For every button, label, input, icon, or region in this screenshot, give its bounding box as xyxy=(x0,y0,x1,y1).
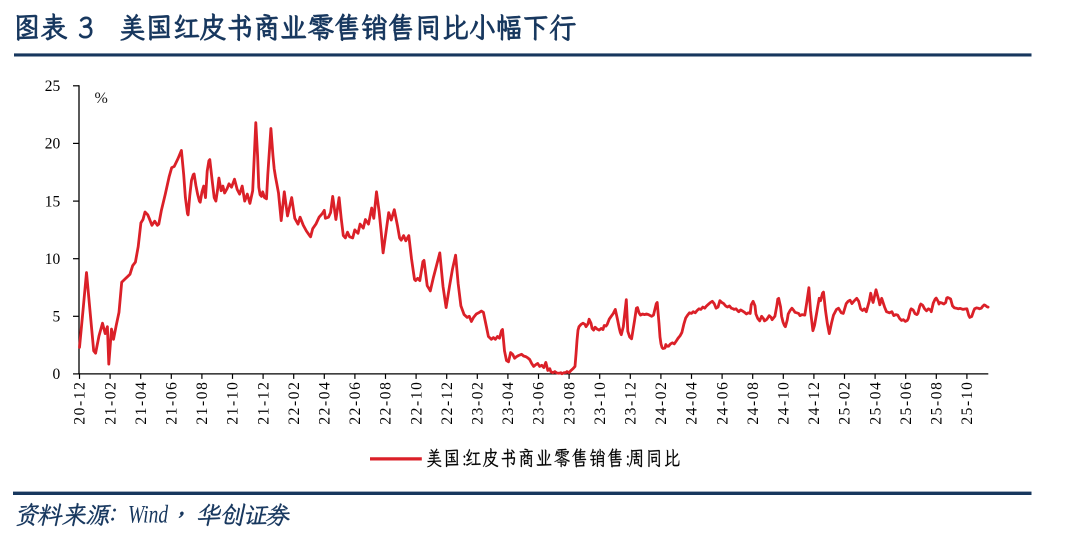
svg-text:24-02: 24-02 xyxy=(653,381,670,425)
svg-text:21-08: 21-08 xyxy=(194,381,211,425)
svg-text:24-04: 24-04 xyxy=(684,381,701,425)
svg-text:25-04: 25-04 xyxy=(867,381,884,425)
svg-text:23-10: 23-10 xyxy=(592,381,609,425)
svg-text:22-12: 22-12 xyxy=(439,381,456,425)
svg-text:21-04: 21-04 xyxy=(133,381,150,425)
svg-text:22-10: 22-10 xyxy=(408,381,425,425)
svg-text:23-12: 23-12 xyxy=(623,381,640,425)
svg-text:24-06: 24-06 xyxy=(714,381,731,425)
svg-text:24-12: 24-12 xyxy=(806,381,823,425)
svg-text:21-02: 21-02 xyxy=(102,381,119,425)
svg-text:23-04: 23-04 xyxy=(500,381,517,425)
svg-text:25-02: 25-02 xyxy=(837,381,854,425)
svg-text:22-04: 22-04 xyxy=(317,381,334,425)
svg-text:0: 0 xyxy=(53,366,61,383)
svg-text:5: 5 xyxy=(53,309,61,326)
svg-text:15: 15 xyxy=(45,193,61,210)
svg-text:25-10: 25-10 xyxy=(959,381,976,425)
svg-text:20: 20 xyxy=(45,136,61,153)
svg-text:10: 10 xyxy=(45,251,61,268)
svg-text:23-06: 23-06 xyxy=(531,381,548,425)
svg-text:24-08: 24-08 xyxy=(745,381,762,425)
svg-text:%: % xyxy=(95,90,108,107)
svg-text:21-12: 21-12 xyxy=(255,381,272,425)
svg-text:Wind: Wind xyxy=(128,500,169,528)
svg-text:25: 25 xyxy=(45,78,61,95)
svg-text:24-10: 24-10 xyxy=(776,381,793,425)
svg-text:22-02: 22-02 xyxy=(286,381,303,425)
svg-text:21-10: 21-10 xyxy=(225,381,242,425)
svg-text:20-12: 20-12 xyxy=(72,381,89,425)
svg-text:22-08: 22-08 xyxy=(378,381,395,425)
svg-text:21-06: 21-06 xyxy=(164,381,181,425)
svg-text:25-08: 25-08 xyxy=(929,381,946,425)
svg-text:23-08: 23-08 xyxy=(561,381,578,425)
svg-text:23-02: 23-02 xyxy=(470,381,487,425)
svg-text:25-06: 25-06 xyxy=(898,381,915,425)
svg-text:22-06: 22-06 xyxy=(347,381,364,425)
